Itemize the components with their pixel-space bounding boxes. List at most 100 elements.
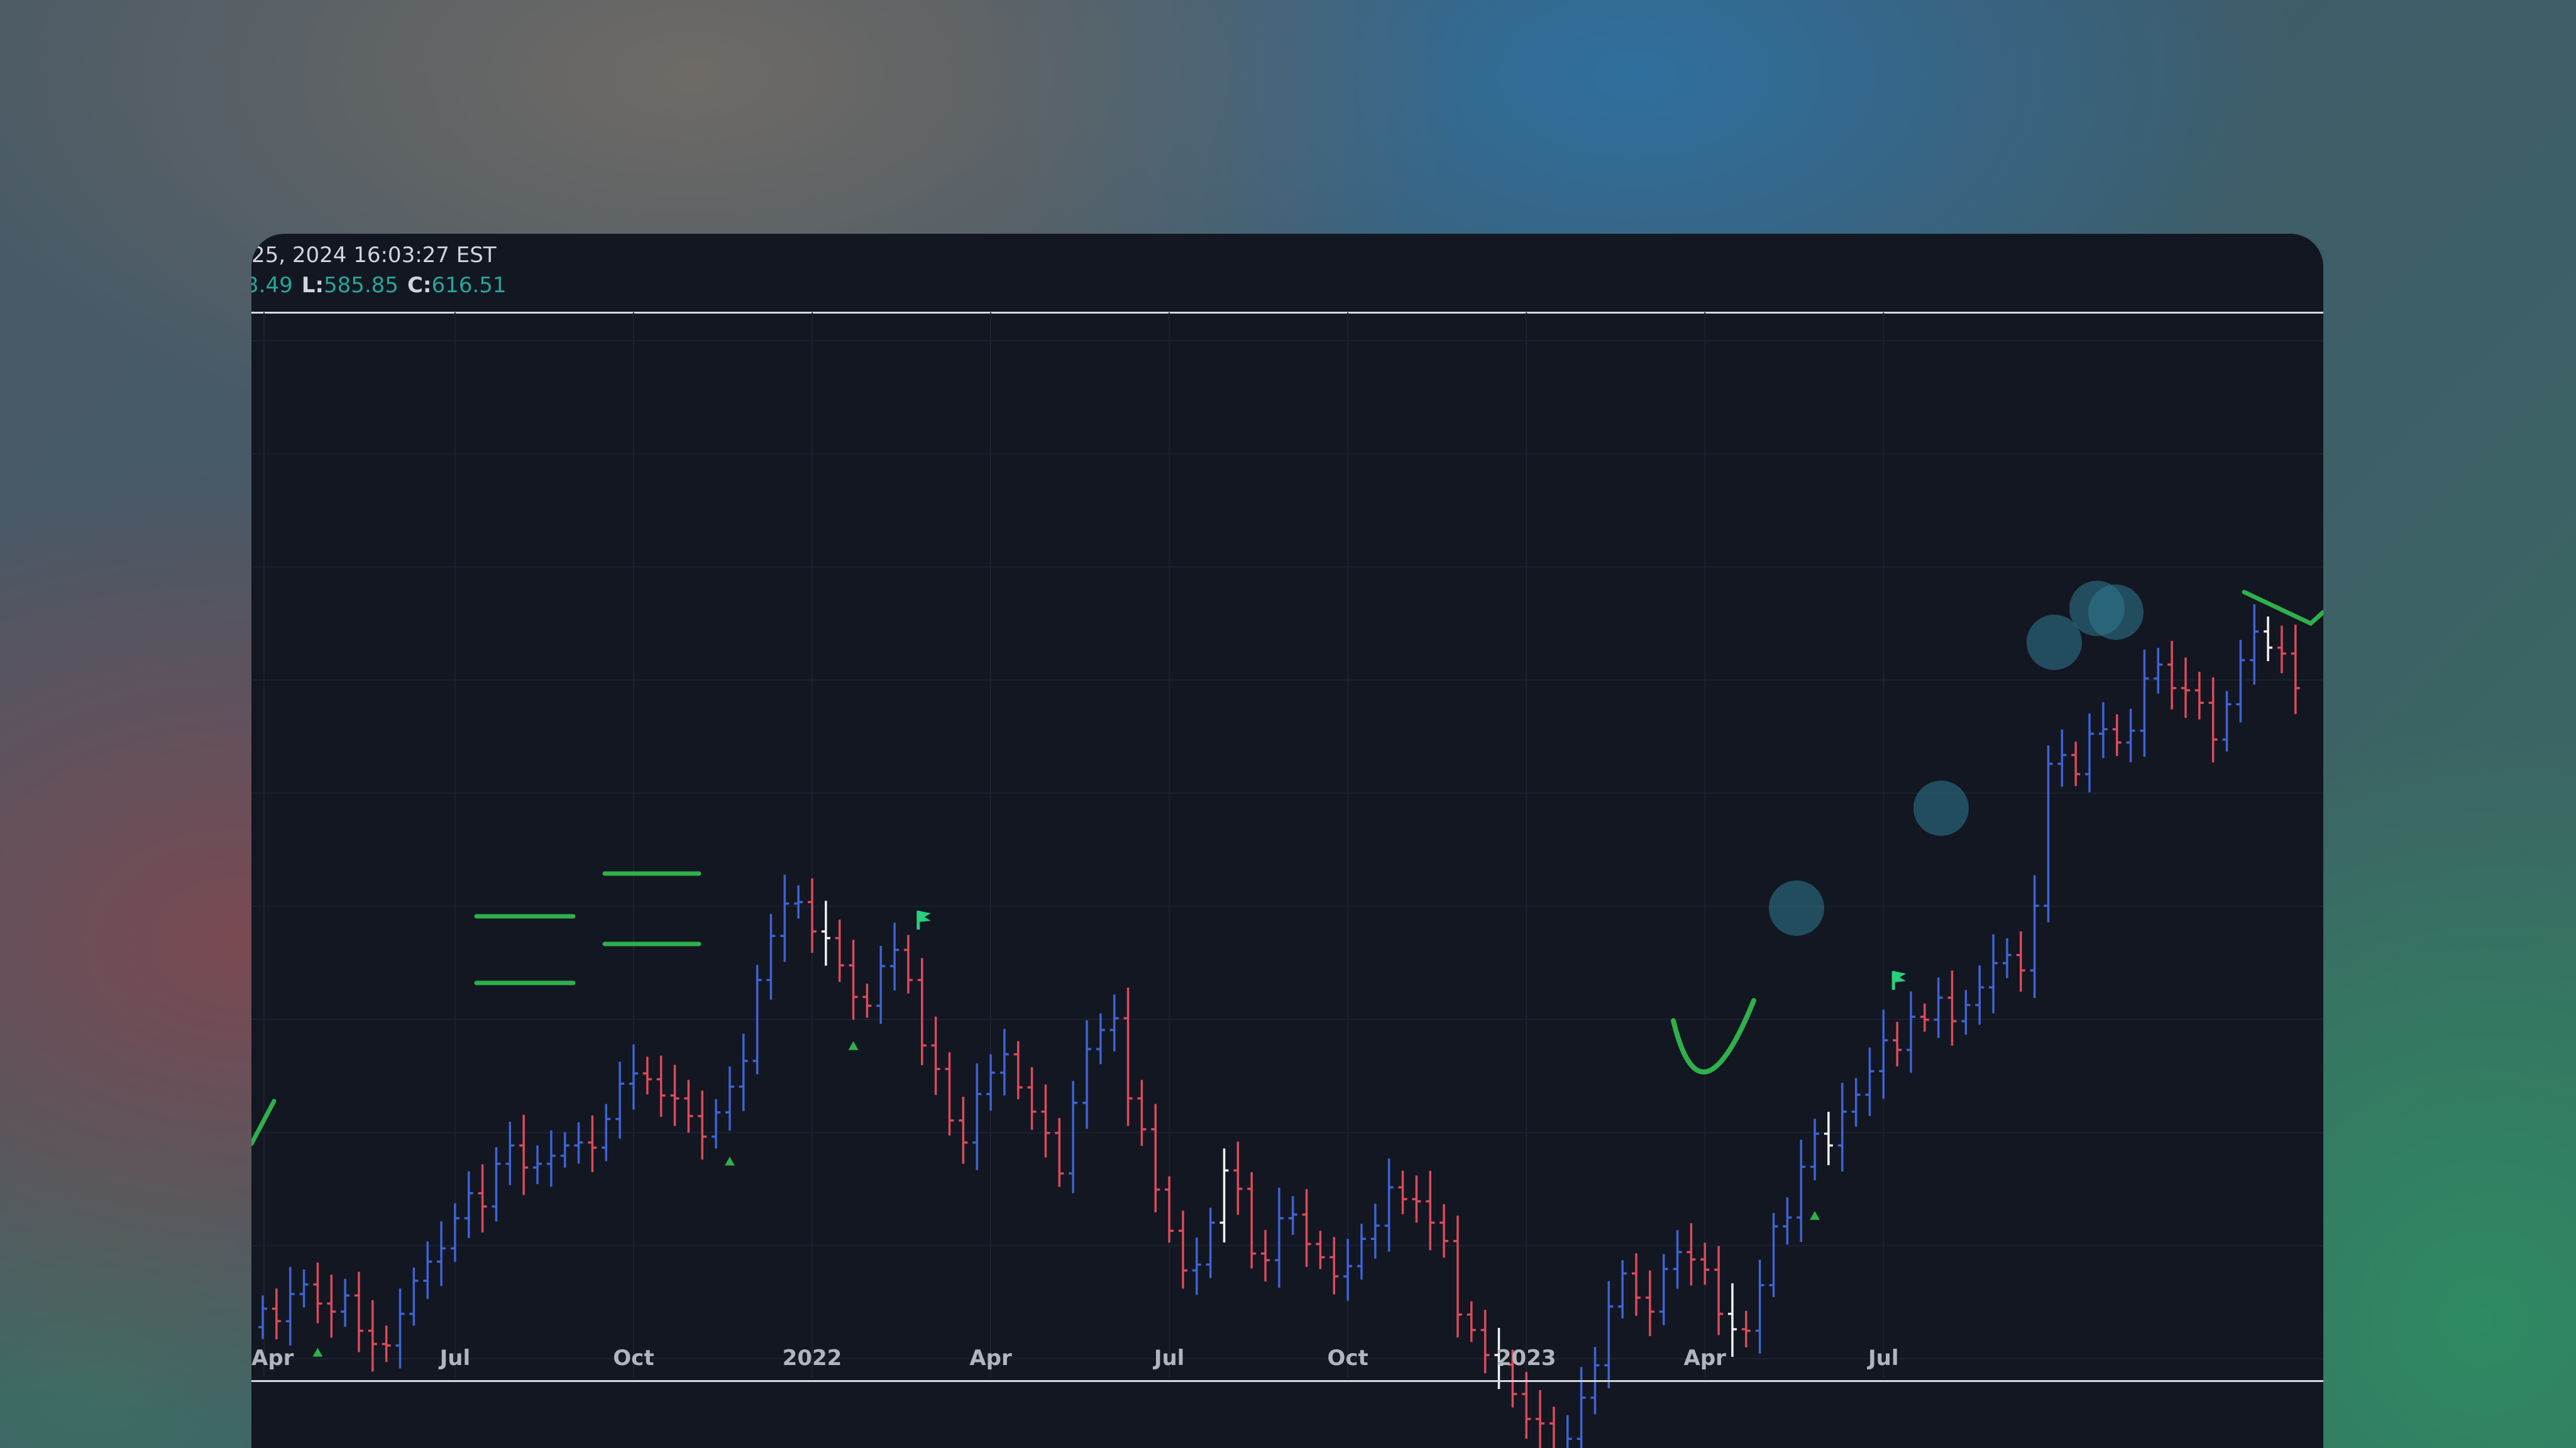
ohlc-bar bbox=[1934, 977, 1943, 1038]
ohlc-bar bbox=[903, 935, 913, 994]
ohlc-bar bbox=[1069, 1080, 1078, 1193]
ohlc-bar bbox=[423, 1241, 432, 1299]
ohlc-bar bbox=[945, 1052, 954, 1136]
ohlc-bar bbox=[2016, 931, 2025, 992]
ohlc-bar bbox=[588, 1115, 597, 1172]
ohlc-bar bbox=[1549, 1407, 1555, 1448]
ohlc-bar bbox=[2044, 745, 2053, 923]
flag-icon bbox=[916, 911, 931, 930]
ohlc-bar bbox=[656, 1055, 666, 1117]
highlight-circle bbox=[2027, 615, 2082, 670]
ohlc-bar bbox=[1082, 1020, 1091, 1129]
ohlc-bar bbox=[876, 946, 886, 1024]
ohlc-bar bbox=[602, 1104, 611, 1161]
ohlc-bar bbox=[1055, 1117, 1064, 1187]
ohlc-bar bbox=[1961, 990, 1971, 1035]
ohlc-bar bbox=[780, 874, 790, 962]
ohlc-bar bbox=[1123, 987, 1133, 1126]
ohlc-bar bbox=[2181, 657, 2190, 718]
triangle-up-icon bbox=[724, 1156, 735, 1166]
ohlc-bar bbox=[821, 901, 830, 966]
ohlc-bar bbox=[1206, 1207, 1215, 1278]
ohlc-bar bbox=[2236, 640, 2245, 723]
ohlc-bar bbox=[2057, 729, 2067, 787]
flag-icon bbox=[1891, 971, 1907, 990]
legend-separator bbox=[251, 312, 2323, 314]
ohlc-bar bbox=[959, 1097, 968, 1164]
ohlc-bar bbox=[505, 1121, 515, 1185]
ohlc-bar bbox=[299, 1269, 309, 1308]
x-tick-label: 2022 bbox=[783, 1346, 842, 1371]
ohlc-bar bbox=[862, 984, 872, 1018]
ohlc-bar bbox=[1566, 1415, 1572, 1448]
ohlc-bar bbox=[1013, 1041, 1023, 1100]
ohlc-bar bbox=[546, 1130, 556, 1187]
ohlc-bar bbox=[1261, 1229, 1270, 1282]
ohlc-bar bbox=[739, 1033, 748, 1111]
ohlc-bar bbox=[1027, 1067, 1037, 1130]
legend-high-value: 3.49 bbox=[251, 273, 293, 298]
x-tick-label: Jul bbox=[1153, 1346, 1185, 1371]
x-tick-label: Oct bbox=[1327, 1346, 1368, 1371]
highlight-circle bbox=[2088, 584, 2144, 640]
ohlc-bar bbox=[642, 1056, 652, 1095]
ohlc-bar bbox=[354, 1271, 363, 1352]
ohlc-bar bbox=[1439, 1204, 1449, 1258]
x-tick-label: Jul bbox=[1867, 1346, 1899, 1371]
ohlc-bar bbox=[1219, 1148, 1229, 1242]
ohlc-bar bbox=[1370, 1204, 1380, 1259]
ohlc-bar bbox=[285, 1266, 295, 1346]
ohlc-bar bbox=[615, 1061, 625, 1139]
highlight-circle bbox=[1769, 880, 1824, 936]
ohlc-bar bbox=[1151, 1104, 1160, 1213]
signal-markers bbox=[312, 911, 1907, 1357]
ohlc-bar bbox=[1975, 965, 1984, 1025]
x-tick-label: Apr bbox=[969, 1346, 1012, 1371]
ohlc-bar bbox=[1604, 1281, 1614, 1388]
ohlc-bar bbox=[1687, 1223, 1696, 1286]
ohlc-bar bbox=[1645, 1270, 1654, 1336]
ohlc-bar bbox=[464, 1171, 473, 1238]
ohlc-bar bbox=[890, 923, 900, 990]
ohlc-bar bbox=[1673, 1230, 1682, 1289]
ohlc-bar bbox=[341, 1278, 350, 1327]
ohlc-bar bbox=[2098, 702, 2108, 759]
ohlc-bar bbox=[2264, 616, 2273, 661]
grid bbox=[251, 312, 2323, 1378]
ohlc-bar bbox=[2291, 624, 2300, 715]
x-tick-label: Apr bbox=[1684, 1346, 1727, 1371]
ohlc-bar bbox=[2194, 672, 2204, 720]
ohlc-bar bbox=[670, 1065, 680, 1126]
ohlc-bar bbox=[1659, 1254, 1668, 1325]
ohlc-bar bbox=[313, 1262, 322, 1324]
trend-line bbox=[2242, 590, 2323, 627]
ohlc-bar bbox=[1893, 1021, 1902, 1067]
ohlc-bar bbox=[2126, 708, 2135, 762]
ohlc-bar bbox=[2208, 677, 2218, 763]
ohlc-bar bbox=[849, 940, 858, 1020]
ohlc-bar bbox=[1989, 934, 1998, 1014]
ohlc-bar bbox=[2140, 649, 2149, 757]
ohlc-bar bbox=[2250, 604, 2259, 685]
ohlc-bar bbox=[1536, 1390, 1545, 1448]
ohlc-bar bbox=[1343, 1239, 1353, 1301]
ohlc-bar bbox=[917, 958, 927, 1065]
ohlc-bar bbox=[1316, 1231, 1325, 1270]
ohlc-bar bbox=[766, 914, 776, 1000]
chart-panel[interactable]: 25, 2024 16:03:27 EST 3.49 L:585.85 C:616.… bbox=[251, 234, 2323, 1448]
ohlc-bar bbox=[1851, 1078, 1861, 1127]
ohlc-bar bbox=[1288, 1196, 1297, 1235]
ohlc-bar bbox=[1879, 1009, 1888, 1099]
ohlc-bar bbox=[1947, 970, 1957, 1046]
ohlc-bar bbox=[1357, 1224, 1366, 1280]
ohlc-bar bbox=[972, 1063, 982, 1170]
ohlc-bar bbox=[258, 1295, 267, 1339]
ohlc-bar bbox=[1783, 1197, 1792, 1245]
ohlc-bar bbox=[1247, 1172, 1257, 1269]
ohlc-bar bbox=[1769, 1213, 1778, 1297]
legend-values: 3.49 L:585.85 C:616.51 bbox=[251, 273, 515, 298]
ohlc-bar bbox=[1165, 1176, 1174, 1243]
ohlc-bar bbox=[931, 1016, 940, 1095]
ohlc-bar bbox=[1865, 1047, 1874, 1116]
price-chart[interactable]: Apr Jul Oct 2022 Apr Jul Oct 2023 Apr Jul bbox=[251, 234, 2323, 1448]
